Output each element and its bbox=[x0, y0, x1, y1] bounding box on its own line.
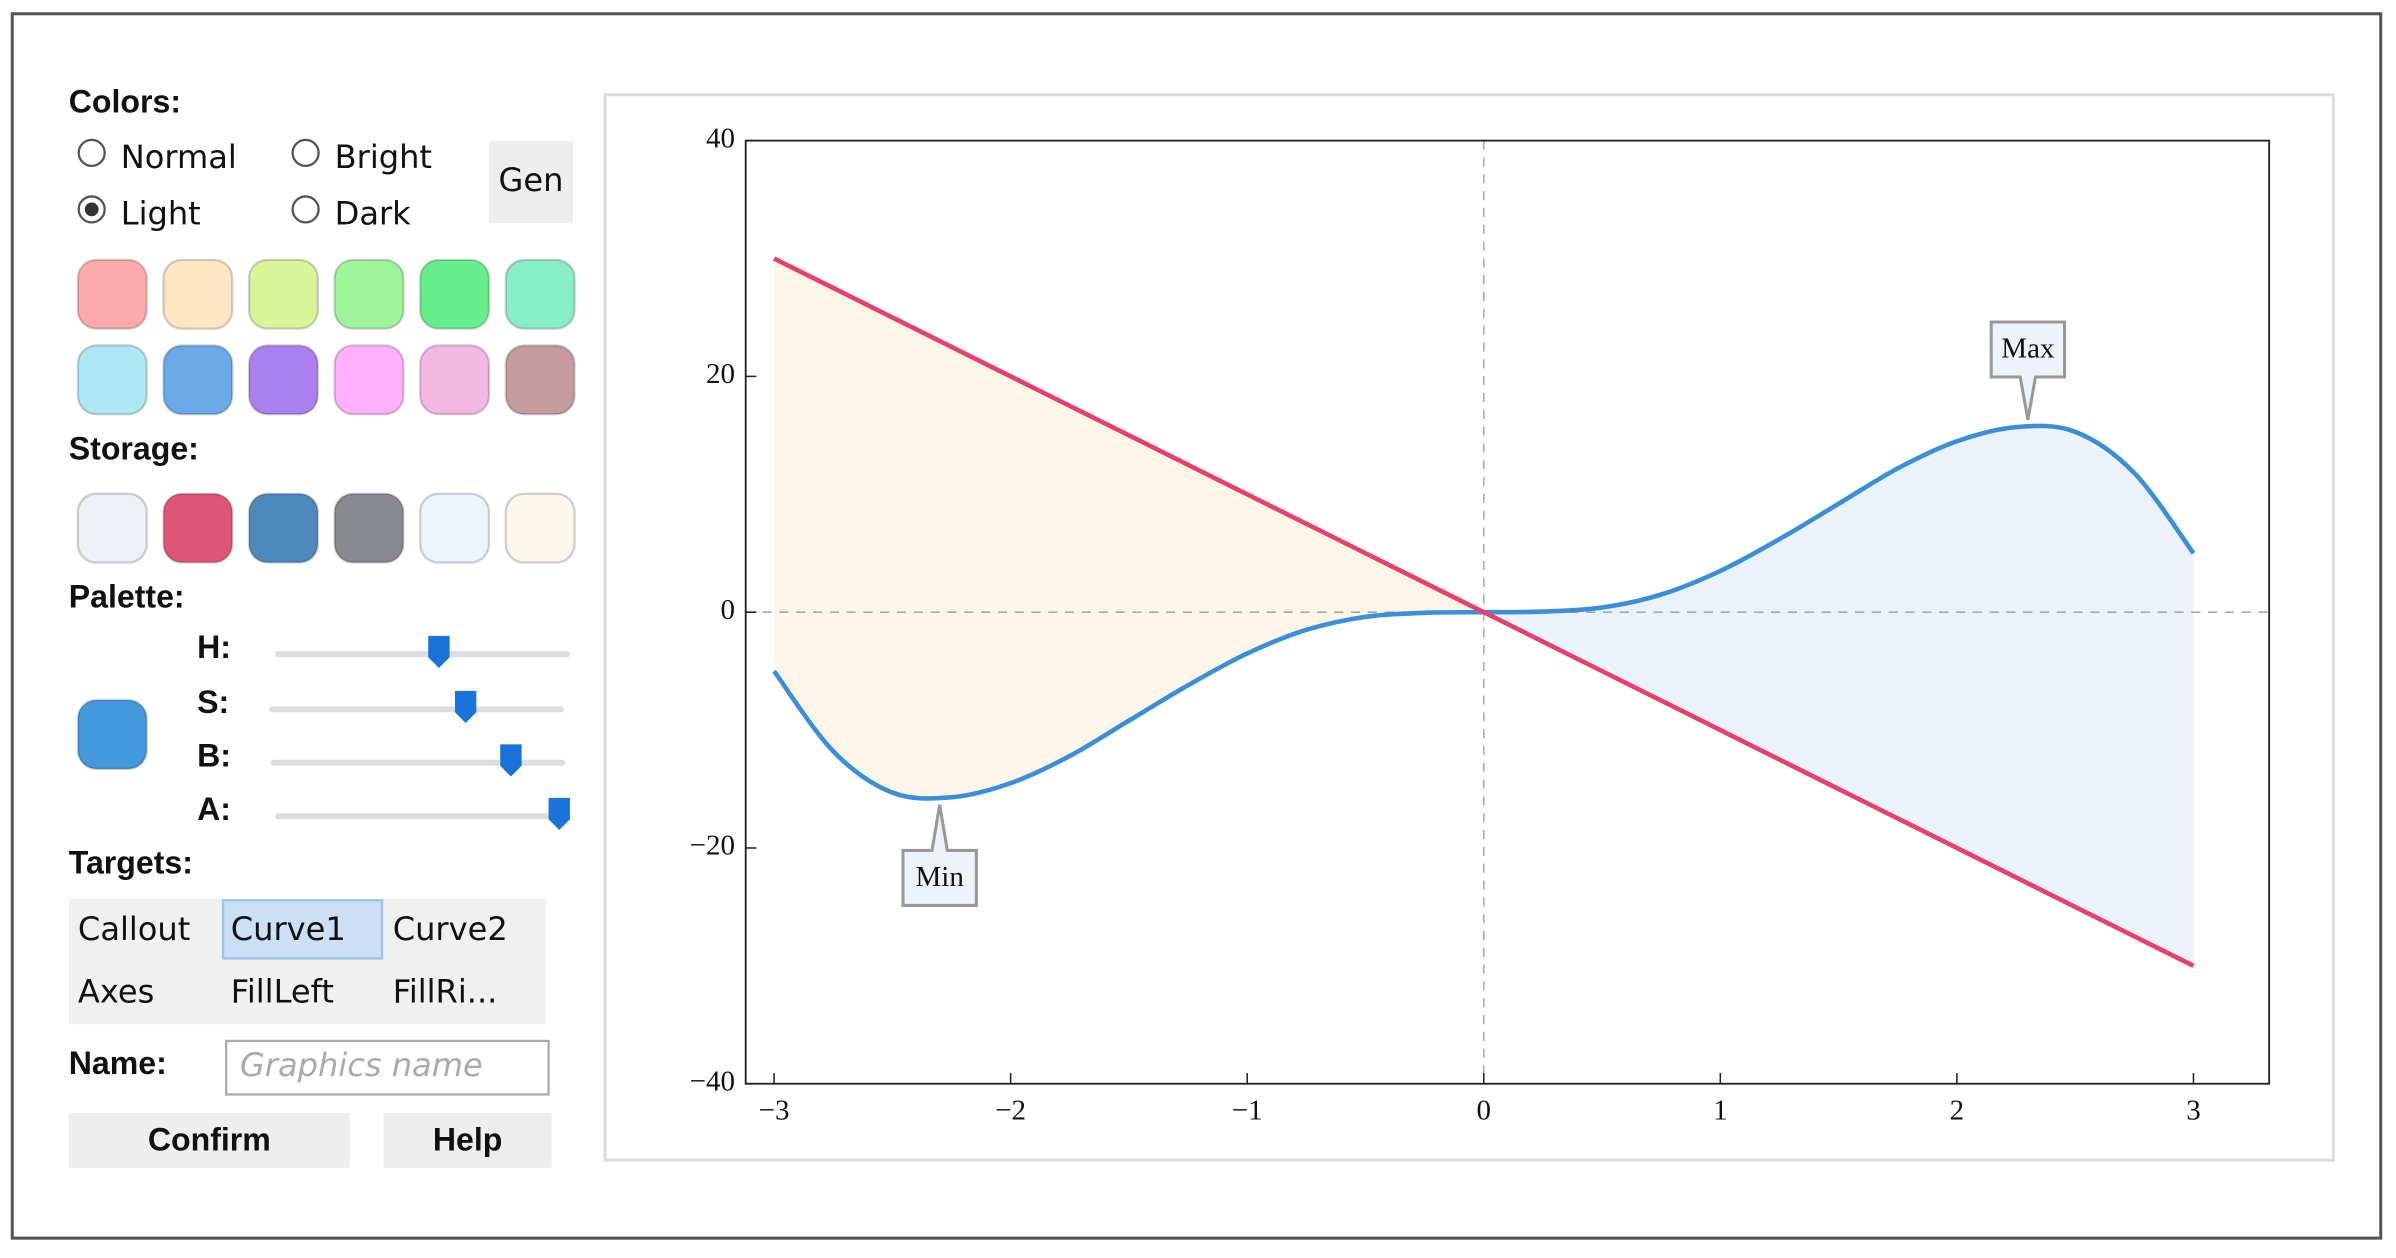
radio-label[interactable]: Dark bbox=[335, 195, 412, 233]
palette-preview[interactable] bbox=[76, 698, 148, 771]
name-input[interactable] bbox=[225, 1039, 550, 1096]
target-item[interactable]: FillRi... bbox=[393, 973, 498, 1011]
x-tick-label: −1 bbox=[1232, 1094, 1263, 1126]
color-swatch[interactable] bbox=[504, 258, 576, 330]
x-tick-label: 3 bbox=[2186, 1094, 2201, 1126]
fill-area bbox=[774, 258, 1484, 798]
radio-label[interactable]: Light bbox=[121, 195, 201, 233]
button[interactable] bbox=[383, 1112, 552, 1168]
x-tick-label: 1 bbox=[1713, 1094, 1728, 1126]
radio-button[interactable] bbox=[77, 138, 106, 167]
slider-track bbox=[270, 759, 566, 766]
color-swatch[interactable] bbox=[504, 344, 576, 416]
storage-swatch[interactable] bbox=[419, 492, 491, 564]
color-swatch[interactable] bbox=[419, 344, 491, 416]
section-label: Targets: bbox=[69, 845, 193, 881]
color-swatch[interactable] bbox=[247, 258, 319, 330]
radio-label[interactable]: Bright bbox=[335, 138, 432, 176]
section-label: Colors: bbox=[69, 83, 181, 119]
color-swatch[interactable] bbox=[162, 258, 234, 330]
slider-track bbox=[268, 706, 564, 713]
y-tick-label: 20 bbox=[706, 358, 735, 390]
color-swatch[interactable] bbox=[333, 258, 405, 330]
slider-track bbox=[275, 651, 570, 658]
x-tick-label: 2 bbox=[1950, 1094, 1965, 1126]
storage-swatch[interactable] bbox=[76, 492, 148, 564]
color-swatch[interactable] bbox=[76, 344, 148, 416]
slider-label: H: bbox=[197, 629, 231, 665]
radio-button[interactable] bbox=[291, 195, 320, 224]
target-item[interactable]: Curve2 bbox=[393, 910, 508, 948]
callout bbox=[1989, 320, 2067, 421]
plot-frame bbox=[744, 139, 2271, 1085]
color-swatch[interactable] bbox=[419, 258, 491, 330]
name-placeholder[interactable]: Graphics name bbox=[240, 1046, 483, 1084]
color-swatch[interactable] bbox=[247, 344, 319, 416]
callout-label: Max bbox=[2001, 333, 2055, 365]
button-label[interactable]: Help bbox=[433, 1121, 503, 1157]
y-tick-label: −20 bbox=[690, 830, 735, 862]
color-swatch[interactable] bbox=[162, 344, 234, 416]
x-tick-label: 0 bbox=[1477, 1094, 1492, 1126]
section-label: Palette: bbox=[69, 579, 185, 615]
button-label[interactable]: Confirm bbox=[148, 1121, 271, 1157]
storage-swatch[interactable] bbox=[247, 492, 319, 564]
target-item[interactable]: Axes bbox=[78, 973, 154, 1011]
x-tick-label: −3 bbox=[759, 1094, 790, 1126]
slider-label: B: bbox=[197, 738, 231, 774]
curve bbox=[773, 256, 2195, 968]
slider-thumb[interactable] bbox=[548, 797, 570, 831]
target-selected bbox=[221, 899, 384, 960]
section-label: Storage: bbox=[69, 430, 199, 466]
y-tick-label: 40 bbox=[706, 122, 735, 154]
x-tick-label: −2 bbox=[995, 1094, 1026, 1126]
radio-label[interactable]: Normal bbox=[121, 138, 237, 176]
gen-button[interactable] bbox=[488, 140, 574, 224]
slider-thumb[interactable] bbox=[428, 635, 450, 668]
slider-label: S: bbox=[197, 684, 229, 720]
storage-swatch[interactable] bbox=[333, 492, 405, 564]
fill-area bbox=[1483, 427, 2194, 966]
radio-dot bbox=[84, 202, 99, 217]
slider-track bbox=[275, 813, 570, 820]
color-swatch[interactable] bbox=[333, 344, 405, 416]
y-tick-label: −40 bbox=[690, 1065, 735, 1097]
target-item[interactable]: FillLeft bbox=[231, 973, 334, 1011]
slider-label: A: bbox=[197, 791, 231, 827]
target-item[interactable]: Curve1 bbox=[231, 910, 346, 948]
storage-swatch[interactable] bbox=[504, 492, 576, 564]
callout-label: Min bbox=[915, 861, 964, 893]
y-tick-label: 0 bbox=[720, 594, 735, 626]
button[interactable] bbox=[68, 1112, 350, 1168]
target-item[interactable]: Callout bbox=[78, 910, 190, 948]
slider-thumb[interactable] bbox=[454, 690, 477, 724]
storage-swatch[interactable] bbox=[162, 492, 234, 564]
slider-thumb[interactable] bbox=[500, 744, 522, 777]
radio-button[interactable] bbox=[291, 138, 320, 167]
callout bbox=[901, 804, 978, 907]
name-label: Name: bbox=[69, 1045, 167, 1081]
color-swatch[interactable] bbox=[76, 258, 148, 330]
gen-button-label[interactable]: Gen bbox=[499, 161, 564, 199]
